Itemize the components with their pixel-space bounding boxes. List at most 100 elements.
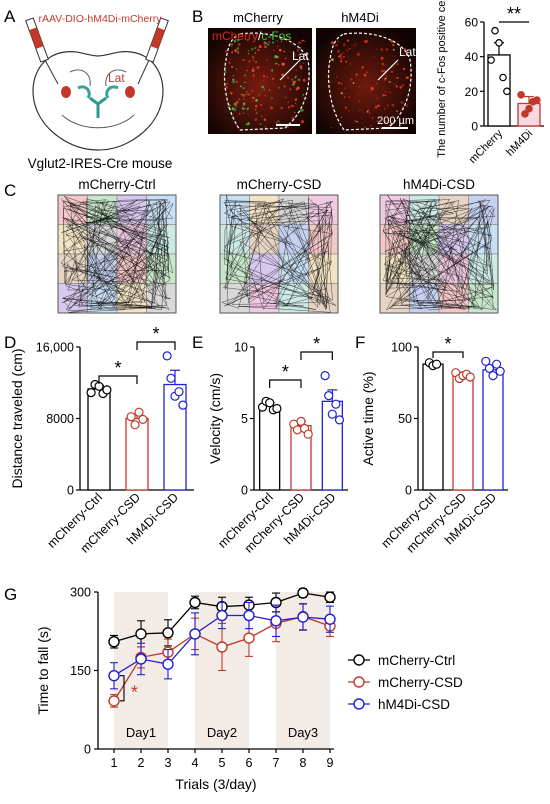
lat-label-image2: Lat <box>399 45 416 59</box>
data-point <box>484 363 494 373</box>
micrograph-hm4di: Lat 200 µm <box>316 28 416 134</box>
significance-bracket <box>98 375 138 384</box>
panel-g: G Day1 Day2 Day3 0 150 300 1 2 3 4 5 6 7 8 9 Time to fa… <box>4 585 463 792</box>
open-field-arena: mCherry-CSD <box>219 177 339 314</box>
data-point <box>334 415 345 425</box>
arena-title: mCherry-Ctrl <box>78 177 155 192</box>
x-tick-label: 6 <box>246 756 253 770</box>
significance-bracket <box>300 351 333 360</box>
arena-zone <box>219 283 250 314</box>
data-point <box>481 356 491 366</box>
data-point <box>324 391 334 401</box>
y-tick-label: 20 <box>465 85 479 99</box>
panel-c-letter: C <box>4 181 16 200</box>
data-point <box>296 416 306 426</box>
data-point <box>130 420 140 430</box>
data-point <box>135 653 147 665</box>
y-tick-label: 0 <box>405 484 412 498</box>
legend-marker <box>353 654 365 666</box>
panel-g-letter: G <box>4 585 17 604</box>
data-point <box>243 609 255 622</box>
data-point <box>270 615 282 627</box>
legend-label: mCherry-CSD <box>378 675 463 690</box>
mouse-label: Vglut2-IRES-Cre mouse <box>28 156 173 171</box>
data-point <box>465 372 475 382</box>
data-point <box>243 632 255 644</box>
arena-border <box>379 194 499 314</box>
micrograph-hm4di-signal <box>329 39 409 129</box>
significance-bracket <box>136 341 176 350</box>
data-point <box>162 627 174 639</box>
data-point <box>491 26 499 35</box>
trajectory-path <box>221 195 337 313</box>
arena-zone <box>278 283 309 314</box>
scale-bar-label: 200 µm <box>377 115 414 127</box>
y-tick-label: 5 <box>241 412 248 426</box>
lat-label-image1: Lat <box>292 49 309 63</box>
y-axis-label: Velocity (cm/s) <box>207 373 223 464</box>
data-point <box>216 641 228 653</box>
x-tick-label: 2 <box>138 756 145 770</box>
trajectory-path <box>60 196 174 313</box>
y-tick-label: 8000 <box>46 412 74 426</box>
data-point <box>503 87 511 96</box>
legend-marker <box>353 698 365 710</box>
data-point <box>331 399 341 409</box>
channel-label: mCherry/c-Fos <box>212 29 291 43</box>
significance-star: * <box>152 324 159 344</box>
data-point <box>108 636 120 648</box>
x-tick-label: 4 <box>192 756 199 770</box>
data-point <box>492 359 502 369</box>
day-label: Day3 <box>288 725 318 740</box>
data-point <box>216 609 228 622</box>
legend-label: mCherry-Ctrl <box>378 653 455 668</box>
micrograph-mcherry: Lat mCherry/c-Fos <box>208 28 312 134</box>
data-point <box>162 351 172 361</box>
data-point <box>303 429 313 439</box>
data-point <box>495 366 505 376</box>
data-point <box>189 596 201 609</box>
x-tick-label: 9 <box>327 756 334 770</box>
syringe-left-icon <box>25 17 59 85</box>
brain-schematic <box>32 50 164 151</box>
category-label: hM4Di <box>504 128 535 159</box>
panel-b: B mCherry hM4Di Lat mCherry/c-Fos Lat 20… <box>192 0 544 166</box>
rotarod-line-chart: Day1 Day2 Day3 0 150 300 1 2 3 4 5 6 7 8 9 Time to fall… <box>35 586 463 793</box>
bar <box>422 363 444 491</box>
y-tick-label: 50 <box>398 412 412 426</box>
image-title-mcherry: mCherry <box>233 10 283 25</box>
panel-c: C mCherry-Ctrl mCherry-CSD hM4Di-CSD <box>4 177 499 314</box>
panel-d-letter: D <box>4 333 16 352</box>
data-point <box>86 388 96 398</box>
data-point <box>488 371 498 381</box>
bar <box>125 417 149 491</box>
data-point <box>533 96 541 104</box>
data-point <box>297 587 309 599</box>
significance-bracket <box>432 351 464 358</box>
arena-border <box>57 194 177 314</box>
data-point <box>324 613 336 625</box>
significance-star: * <box>444 334 451 354</box>
panel-f-letter: F <box>355 333 365 352</box>
y-tick-label: 0 <box>471 120 478 134</box>
x-axis-label: Trials (3/day) <box>175 776 256 792</box>
data-point <box>108 695 120 707</box>
y-axis-label: Active time (%) <box>360 371 376 465</box>
significance-star: ** <box>507 4 521 24</box>
data-point <box>297 611 309 623</box>
data-point <box>487 56 495 64</box>
data-point <box>499 73 507 82</box>
data-point <box>525 104 533 113</box>
image-title-hm4di: hM4Di <box>341 10 379 25</box>
x-tick-label: 3 <box>165 756 172 770</box>
data-point <box>126 412 136 422</box>
y-tick-label: 0 <box>84 743 91 757</box>
y-tick-label: 40 <box>465 50 479 64</box>
significance-star: * <box>313 334 320 354</box>
y-axis-label: The number of c-Fos positive cells <box>436 0 448 158</box>
data-point <box>134 407 144 417</box>
